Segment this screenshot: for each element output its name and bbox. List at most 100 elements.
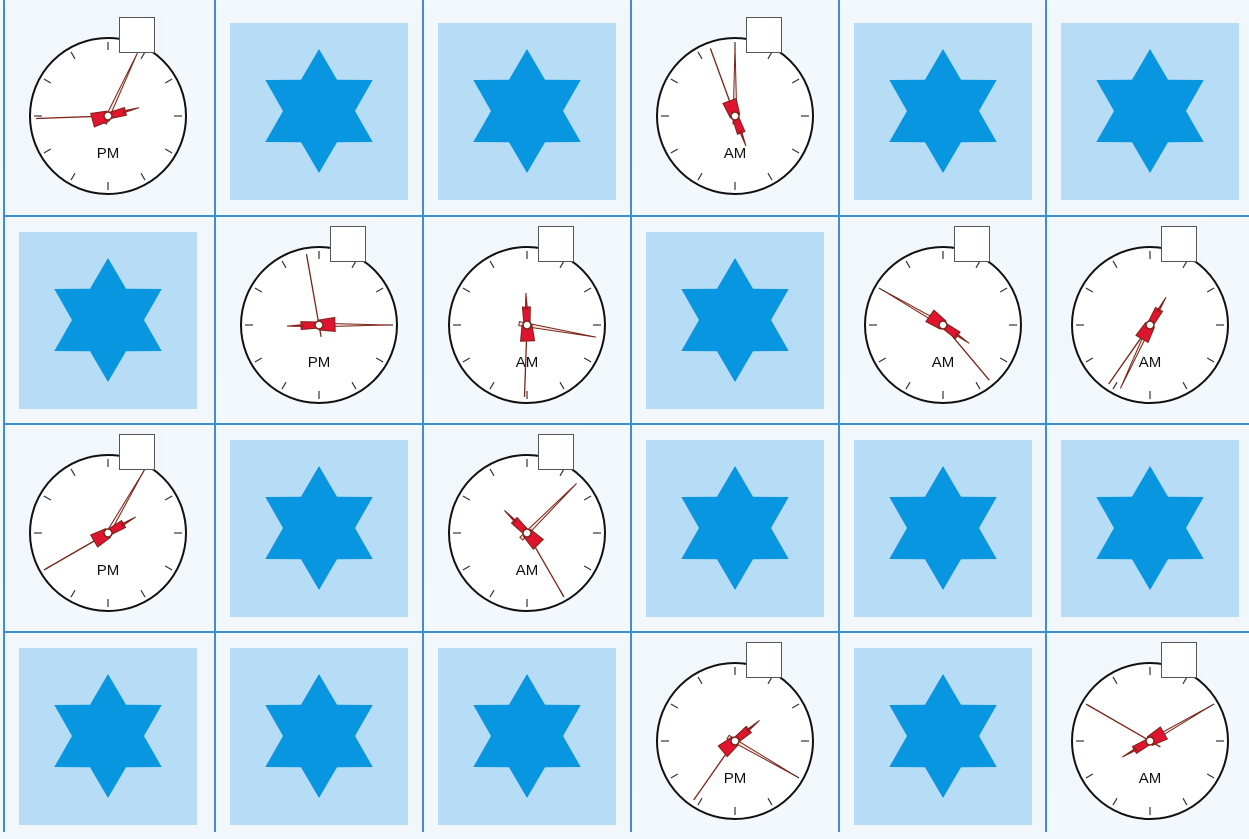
- am-pm-label: AM: [516, 562, 539, 579]
- six-point-star-icon: [1096, 466, 1204, 590]
- card-back[interactable]: [854, 23, 1032, 200]
- grid-divider-vertical: [838, 0, 840, 832]
- grid-divider-vertical: [3, 0, 5, 832]
- clock-card-r4c4: PM: [632, 634, 814, 820]
- select-checkbox[interactable]: [1161, 226, 1197, 262]
- clock-face: AM: [656, 37, 814, 195]
- hidden-card-r4c5[interactable]: [840, 634, 1046, 839]
- six-point-star-icon: [265, 49, 373, 173]
- clock-face: PM: [29, 454, 187, 612]
- hidden-card-r3c6[interactable]: [1047, 426, 1249, 631]
- hidden-card-r3c5[interactable]: [840, 426, 1046, 631]
- clock-tick-marks: [1076, 251, 1224, 399]
- six-point-star-icon: [473, 49, 581, 173]
- clock-tick-marks: [661, 667, 809, 815]
- clock-tick-marks: [661, 42, 809, 190]
- hidden-card-r3c4[interactable]: [632, 426, 838, 631]
- hidden-card-r1c6[interactable]: [1047, 9, 1249, 214]
- hidden-card-r2c1[interactable]: [5, 218, 211, 423]
- hidden-card-r4c3[interactable]: [424, 634, 630, 839]
- am-pm-label: PM: [97, 562, 120, 579]
- card-back[interactable]: [646, 232, 824, 409]
- select-checkbox[interactable]: [330, 226, 366, 262]
- select-checkbox[interactable]: [1161, 642, 1197, 678]
- select-checkbox[interactable]: [538, 226, 574, 262]
- clock-face: AM: [864, 246, 1022, 404]
- card-back[interactable]: [646, 440, 824, 617]
- six-point-star-icon: [681, 258, 789, 382]
- grid-divider-vertical: [1045, 0, 1047, 832]
- clock-face: AM: [1071, 246, 1229, 404]
- select-checkbox[interactable]: [954, 226, 990, 262]
- grid-divider-vertical: [214, 0, 216, 832]
- six-point-star-icon: [473, 674, 581, 798]
- card-back[interactable]: [854, 440, 1032, 617]
- six-point-star-icon: [889, 674, 997, 798]
- grid-divider-vertical: [630, 0, 632, 832]
- select-checkbox[interactable]: [119, 434, 155, 470]
- clock-card-r2c3: AM: [424, 218, 606, 404]
- hour-hand: [520, 292, 536, 342]
- minute-hand: [518, 321, 597, 338]
- hidden-card-r1c2[interactable]: [216, 9, 422, 214]
- six-point-star-icon: [889, 466, 997, 590]
- card-back[interactable]: [854, 648, 1032, 825]
- six-point-star-icon: [54, 258, 162, 382]
- clock-tick-marks: [869, 251, 1017, 399]
- grid-divider-horizontal: [3, 631, 1249, 633]
- clock-tick-marks: [453, 459, 601, 607]
- hidden-card-r1c3[interactable]: [424, 9, 630, 214]
- card-back[interactable]: [1061, 440, 1239, 617]
- clock-card-r1c1: PM: [5, 9, 187, 195]
- am-pm-label: AM: [932, 354, 955, 371]
- clock-face: PM: [240, 246, 398, 404]
- am-pm-label: AM: [1139, 354, 1162, 371]
- clock-card-r2c2: PM: [216, 218, 398, 404]
- clock-face: AM: [448, 454, 606, 612]
- hidden-card-r1c5[interactable]: [840, 9, 1046, 214]
- clock-face: AM: [1071, 662, 1229, 820]
- six-point-star-icon: [681, 466, 789, 590]
- clock-card-r3c3: AM: [424, 426, 606, 612]
- clock-card-r4c6: AM: [1047, 634, 1229, 820]
- card-back[interactable]: [230, 648, 408, 825]
- clock-card-r1c4: AM: [632, 9, 814, 195]
- card-back[interactable]: [1061, 23, 1239, 200]
- clock-face: AM: [448, 246, 606, 404]
- select-checkbox[interactable]: [119, 17, 155, 53]
- card-back[interactable]: [19, 232, 197, 409]
- grid-divider-horizontal: [3, 423, 1249, 425]
- select-checkbox[interactable]: [746, 17, 782, 53]
- card-back[interactable]: [438, 648, 616, 825]
- am-pm-label: PM: [308, 354, 331, 371]
- am-pm-label: AM: [724, 145, 747, 162]
- card-back[interactable]: [230, 440, 408, 617]
- clock-face: PM: [29, 37, 187, 195]
- am-pm-label: AM: [1139, 770, 1162, 787]
- hidden-card-r4c2[interactable]: [216, 634, 422, 839]
- clock-card-r2c5: AM: [840, 218, 1022, 404]
- clock-card-r3c1: PM: [5, 426, 187, 612]
- clock-card-r2c6: AM: [1047, 218, 1229, 404]
- select-checkbox[interactable]: [746, 642, 782, 678]
- am-pm-label: PM: [724, 770, 747, 787]
- six-point-star-icon: [889, 49, 997, 173]
- hidden-card-r4c1[interactable]: [5, 634, 211, 839]
- hidden-card-r3c2[interactable]: [216, 426, 422, 631]
- card-back[interactable]: [438, 23, 616, 200]
- six-point-star-icon: [54, 674, 162, 798]
- six-point-star-icon: [1096, 49, 1204, 173]
- hidden-card-r2c4[interactable]: [632, 218, 838, 423]
- am-pm-label: PM: [97, 145, 120, 162]
- clock-tick-marks: [245, 251, 393, 399]
- grid-divider-horizontal: [3, 215, 1249, 217]
- am-pm-label: AM: [516, 354, 539, 371]
- card-back[interactable]: [19, 648, 197, 825]
- clock-face: PM: [656, 662, 814, 820]
- card-back[interactable]: [230, 23, 408, 200]
- minute-hand: [726, 734, 796, 777]
- six-point-star-icon: [265, 674, 373, 798]
- select-checkbox[interactable]: [538, 434, 574, 470]
- clock-tick-marks: [34, 42, 182, 190]
